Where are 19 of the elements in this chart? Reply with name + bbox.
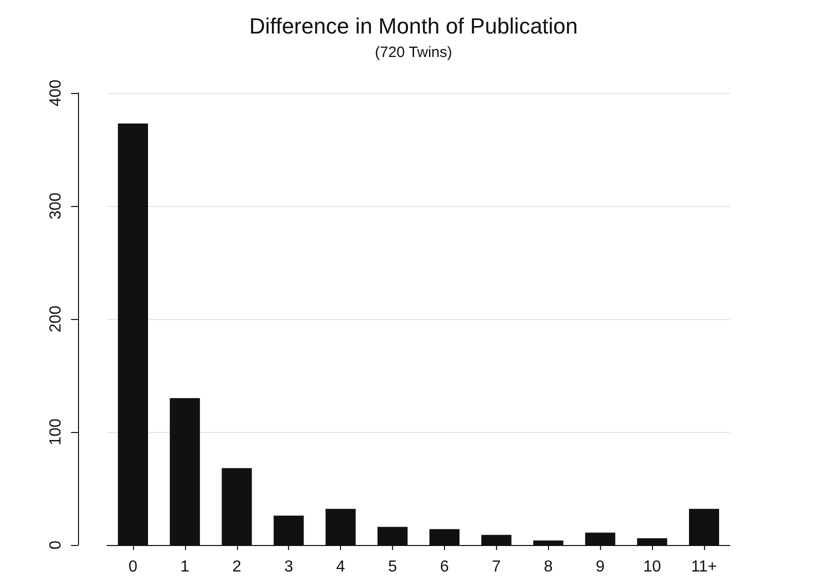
chart-subtitle: (720 Twins) bbox=[374, 44, 452, 61]
chart-title: Difference in Month of Publication bbox=[249, 14, 578, 38]
x-tick-label: 10 bbox=[643, 558, 662, 576]
x-tick-label: 11+ bbox=[691, 558, 718, 576]
y-tick-label: 400 bbox=[48, 80, 64, 106]
x-tick-label: 4 bbox=[336, 558, 346, 576]
x-tick-label: 0 bbox=[128, 558, 138, 576]
x-tick-label: 8 bbox=[544, 558, 553, 576]
x-tick-label: 9 bbox=[596, 558, 605, 576]
y-tick-label: 300 bbox=[48, 192, 64, 220]
x-tick-label: 1 bbox=[180, 558, 190, 576]
x-tick-label: 7 bbox=[492, 558, 501, 576]
y-tick-label: 100 bbox=[48, 418, 64, 446]
y-tick-label: 200 bbox=[48, 306, 64, 332]
x-tick-label: 6 bbox=[440, 558, 450, 576]
y-tick-label: 0 bbox=[48, 540, 64, 550]
x-tick-label: 2 bbox=[232, 558, 242, 576]
x-tick-label: 3 bbox=[284, 558, 294, 576]
x-tick-label: 5 bbox=[388, 558, 398, 576]
